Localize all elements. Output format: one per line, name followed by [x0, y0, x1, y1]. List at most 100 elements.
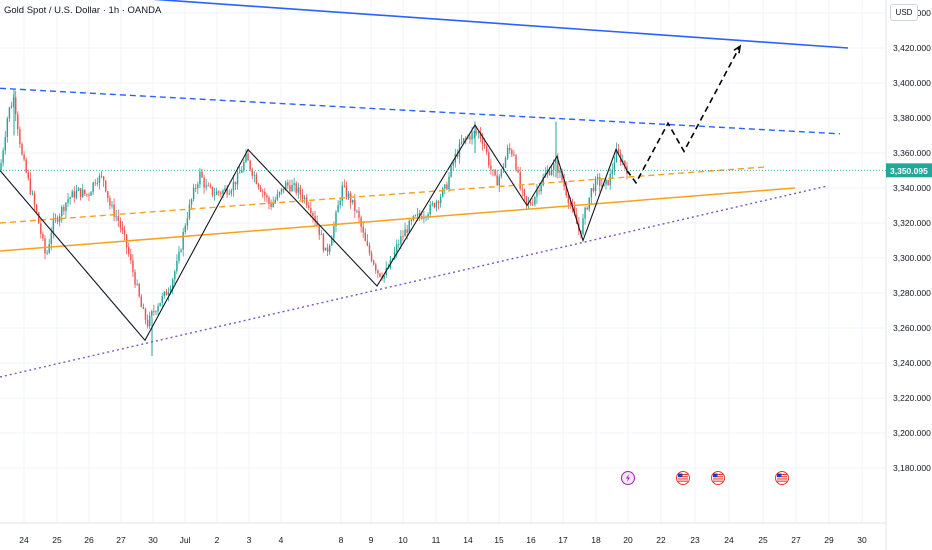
- candle-body: [182, 232, 184, 250]
- candle-body: [335, 212, 337, 227]
- candle-body: [293, 183, 295, 186]
- us-flag-icon[interactable]: [711, 471, 725, 485]
- price-tick-label: 3,240.000: [893, 358, 931, 368]
- candle-body: [481, 138, 484, 145]
- time-axis[interactable]: 24 25 26 27 30 Jul 2 3 4 8 9 10 11 14 15 16 17 18 20 22 23 24…: [19, 535, 867, 545]
- candle-body: [488, 152, 490, 166]
- candle-body: [220, 192, 222, 194]
- candle-body: [485, 145, 488, 153]
- candle-body: [377, 270, 379, 274]
- candle-body: [44, 238, 46, 254]
- candle-body: [550, 170, 553, 175]
- candles: [0, 90, 628, 356]
- candle-body: [287, 182, 289, 186]
- candle-body: [163, 291, 166, 297]
- candle-body: [213, 194, 216, 196]
- candle-body: [249, 160, 251, 170]
- candle-body: [140, 296, 143, 308]
- candle-body: [582, 218, 584, 235]
- symbol-title[interactable]: Gold Spot / U.S. Dollar · 1h · OANDA: [4, 5, 162, 16]
- candle-body: [84, 189, 86, 194]
- candle-body: [33, 193, 36, 205]
- candle-body: [398, 244, 400, 245]
- candle-body: [0, 163, 2, 171]
- candle-body: [218, 191, 220, 193]
- candle-body: [450, 165, 452, 177]
- candle-body: [132, 260, 134, 272]
- support-dashed-orange-line: [0, 166, 766, 224]
- candle-body: [56, 217, 59, 222]
- candle-body: [259, 187, 262, 192]
- time-tick-label: 26: [84, 535, 94, 545]
- resistance-channel-top-line: [152, 0, 849, 49]
- candle-body: [590, 188, 593, 198]
- time-tick-label: 4: [279, 535, 284, 545]
- candle-body: [444, 184, 446, 189]
- candle-body: [255, 174, 258, 184]
- us-flag-icon[interactable]: [775, 471, 789, 485]
- candle-body: [567, 195, 570, 203]
- time-tick-label: 14: [463, 535, 473, 545]
- candle-body: [211, 186, 214, 195]
- support-orange-line: [0, 187, 796, 252]
- candle-body: [410, 219, 413, 221]
- candle-body: [347, 193, 350, 198]
- candle-body: [433, 203, 436, 208]
- candle-body: [138, 283, 140, 297]
- candle-body: [65, 202, 67, 211]
- candle-body: [67, 198, 69, 203]
- candle-body: [393, 251, 396, 259]
- candle-body: [596, 177, 599, 179]
- candle-body: [594, 178, 597, 192]
- candle-body: [462, 138, 465, 142]
- candle-body: [305, 197, 308, 206]
- candle-body: [534, 196, 536, 205]
- candle-body: [222, 190, 224, 194]
- us-flag-icon[interactable]: [676, 471, 690, 485]
- candle-body: [245, 153, 247, 162]
- candle-body: [73, 191, 76, 198]
- candle-body: [165, 291, 168, 296]
- candle-body: [228, 193, 230, 195]
- event-markers: [621, 471, 789, 485]
- candle-body: [109, 197, 111, 206]
- price-tick-label: 3,400.000: [893, 78, 931, 88]
- currency-button[interactable]: USD: [890, 4, 918, 21]
- candle-body: [71, 191, 73, 198]
- candle-body: [456, 154, 459, 157]
- time-tick-label: 17: [558, 535, 568, 545]
- candle-body: [48, 243, 50, 253]
- candle-body: [314, 215, 316, 222]
- candle-body: [266, 195, 268, 198]
- candle-body: [27, 172, 29, 179]
- candle-body: [107, 191, 109, 198]
- candle-body: [257, 183, 260, 188]
- candle-body: [96, 182, 99, 184]
- price-tick-label: 3,260.000: [893, 323, 931, 333]
- last-price-label: 3,350.095: [0, 163, 932, 178]
- candle-body: [19, 129, 21, 145]
- candle-body: [454, 154, 457, 163]
- candle-body: [169, 289, 172, 293]
- candle-body: [364, 232, 367, 242]
- candle-body: [446, 184, 448, 190]
- time-tick-label: 8: [339, 535, 344, 545]
- time-tick-label: 18: [591, 535, 601, 545]
- time-tick-label: 20: [623, 535, 633, 545]
- candle-body: [569, 202, 572, 205]
- candle-body: [289, 185, 291, 192]
- candle-body: [77, 188, 80, 191]
- candle-body: [515, 155, 517, 170]
- candle-body: [483, 144, 486, 146]
- time-tick-label: 25: [52, 535, 62, 545]
- candle-body: [452, 162, 454, 166]
- lightning-icon[interactable]: [621, 471, 635, 485]
- last-price-badge: [886, 163, 932, 178]
- candle-body: [115, 216, 117, 218]
- candle-body: [121, 227, 124, 231]
- candle-body: [192, 187, 195, 200]
- candle-body: [232, 181, 235, 191]
- candle-body: [14, 97, 17, 115]
